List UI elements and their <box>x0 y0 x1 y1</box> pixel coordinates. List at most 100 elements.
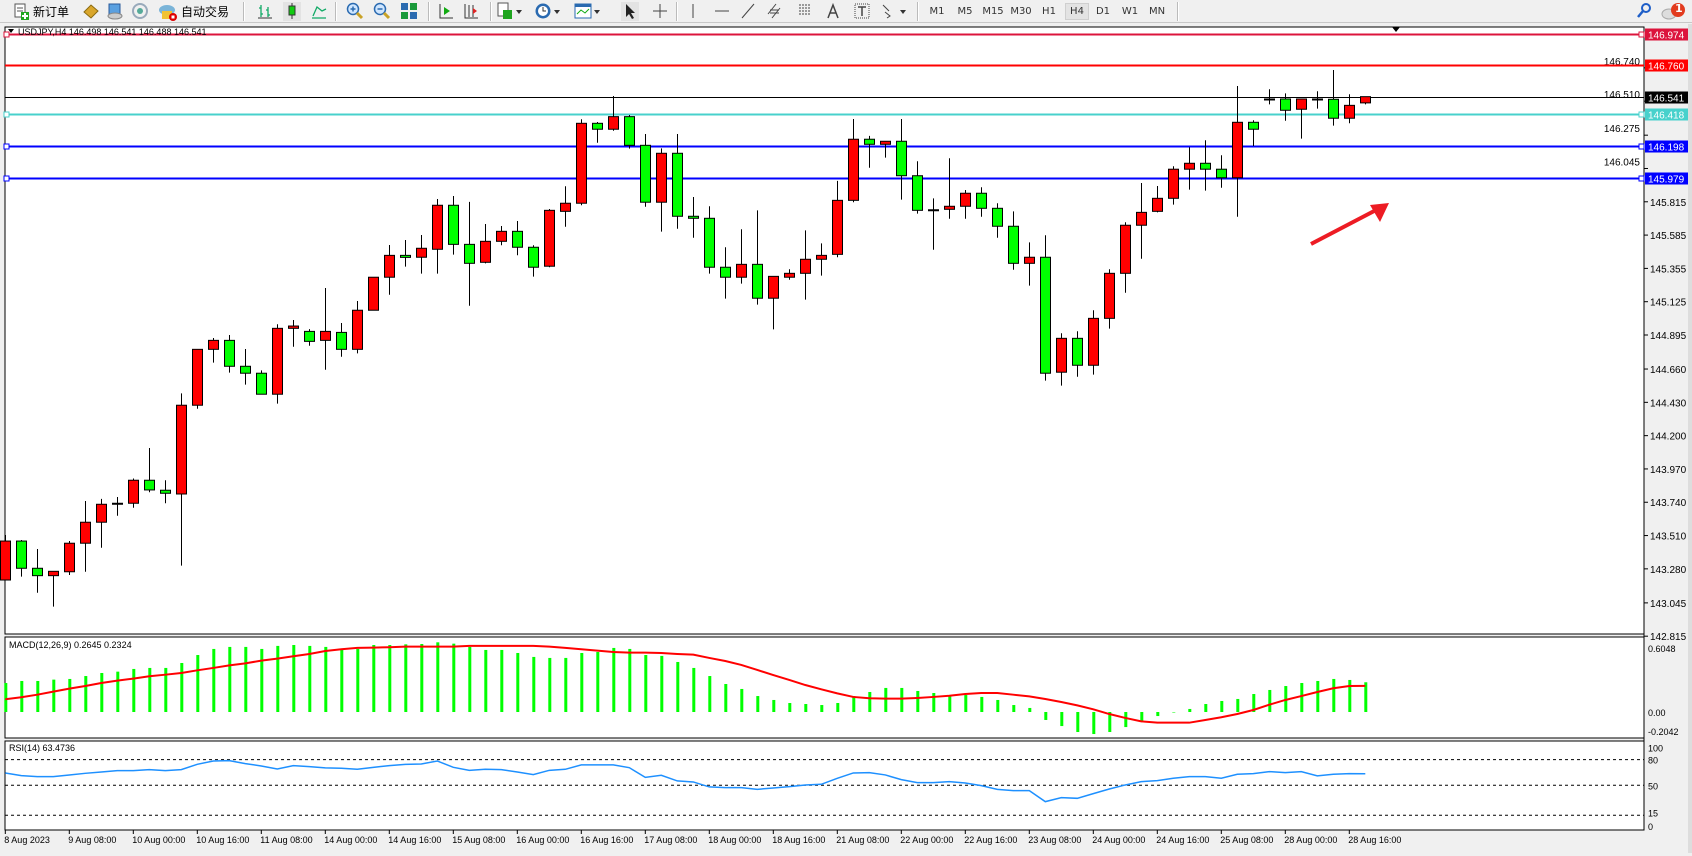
macd-histogram-bar <box>1044 712 1048 720</box>
timeframe-m30[interactable]: M30 <box>1010 6 1032 17</box>
macd-histogram-bar <box>756 696 760 712</box>
trend-line-icon[interactable] <box>739 2 757 21</box>
timeframe-m1[interactable]: M1 <box>929 6 945 17</box>
macd-histogram-bar <box>436 642 440 712</box>
window-edge <box>1688 24 1692 853</box>
price-tick-label: 144.200 <box>1650 432 1687 443</box>
macd-pane <box>4 636 1645 739</box>
new-order-button[interactable]: 新订单 <box>12 2 69 21</box>
bull-candle <box>368 276 379 311</box>
fibonacci-icon[interactable] <box>796 2 814 21</box>
zoom-out-icon[interactable] <box>373 2 391 21</box>
indicators-icon[interactable] <box>496 2 522 21</box>
toolbar-separator <box>1177 2 1179 21</box>
red-arrow <box>1310 207 1379 246</box>
equidistant-channel-icon[interactable] <box>766 2 784 21</box>
arrows-icon[interactable] <box>880 2 906 21</box>
notification-button[interactable]: 1 <box>1660 2 1688 21</box>
macd-histogram-bar <box>740 688 744 712</box>
market-watch-icon[interactable] <box>82 2 100 21</box>
macd-histogram-bar <box>1012 705 1016 712</box>
timeframe-w1[interactable]: W1 <box>1121 6 1139 17</box>
macd-histogram-bar <box>196 655 200 712</box>
macd-histogram-bar <box>116 671 120 712</box>
bull-candle <box>656 152 667 203</box>
macd-histogram-bar <box>516 652 520 712</box>
bear-candle <box>752 263 763 299</box>
price-label: 146.541 <box>1648 94 1685 105</box>
zoom-in-icon[interactable] <box>346 2 364 21</box>
periods-icon[interactable] <box>534 2 560 21</box>
vertical-line-icon[interactable] <box>684 2 702 21</box>
time-tick-label: 9 Aug 08:00 <box>68 835 116 845</box>
line-chart-icon[interactable] <box>310 2 328 21</box>
chart-window[interactable]: 146.740 146.510 146.275 146.045 145.815 145.5… <box>0 24 1692 853</box>
macd-histogram-bar <box>212 648 216 712</box>
macd-histogram-bar <box>852 696 856 712</box>
macd-histogram-bar <box>276 645 280 712</box>
time-tick-label: 28 Aug 16:00 <box>1348 835 1401 845</box>
time-tick-label: 28 Aug 00:00 <box>1284 835 1337 845</box>
crosshair-icon[interactable] <box>651 2 669 21</box>
bear-candle <box>512 230 523 248</box>
macd-histogram-bar <box>1316 680 1320 712</box>
price-tick-label: 145.585 <box>1650 231 1687 242</box>
macd-histogram-bar <box>68 678 72 712</box>
bull-candle <box>96 503 107 523</box>
timeframe-h1[interactable]: H1 <box>1042 6 1056 17</box>
timeframe-h4[interactable]: H4 <box>1065 3 1089 20</box>
bear-candle <box>976 192 987 209</box>
bull-candle <box>128 479 139 504</box>
chart-shift-icon[interactable] <box>462 2 480 21</box>
bear-candle <box>672 152 683 217</box>
auto-scroll-icon[interactable] <box>437 2 455 21</box>
rsi-tick-label: 50 <box>1648 781 1658 791</box>
templates-icon[interactable] <box>574 2 600 21</box>
price-tick-label: 144.660 <box>1650 365 1687 376</box>
chart-canvas[interactable]: 146.740 146.510 146.275 146.045 145.815 145.5… <box>0 24 1692 853</box>
bull-candle <box>816 254 827 260</box>
bull-candle <box>288 325 299 329</box>
macd-histogram-bar <box>164 667 168 712</box>
navigator-icon[interactable] <box>106 2 124 21</box>
toolbar: 新订单 自动交易 1 M1 M5 M15 M30 H1 H4 D1 W1 MN <box>0 0 1692 23</box>
horizontal-line-icon[interactable] <box>713 2 731 21</box>
auto-trading-label: 自动交易 <box>181 5 230 19</box>
macd-histogram-bar <box>868 691 872 712</box>
search-icon[interactable] <box>1636 2 1652 21</box>
bull-candle <box>1136 211 1147 226</box>
bull-candle <box>848 138 859 201</box>
tile-windows-icon[interactable] <box>400 2 418 21</box>
line-marker <box>1638 111 1645 118</box>
cursor-icon[interactable] <box>621 2 639 21</box>
bear-candle <box>1072 337 1083 366</box>
timeframe-d1[interactable]: D1 <box>1095 6 1111 17</box>
price-tick-label: 146.045 <box>1604 157 1641 168</box>
macd-histogram-bar <box>356 648 360 712</box>
timeframe-mn[interactable]: MN <box>1148 6 1166 17</box>
text-label-icon[interactable] <box>853 2 871 21</box>
timeframe-m15[interactable]: M15 <box>982 6 1004 17</box>
candlestick-icon[interactable] <box>283 2 301 21</box>
signals-icon[interactable] <box>131 2 149 21</box>
price-label: 145.979 <box>1648 175 1685 186</box>
time-tick-label: 18 Aug 16:00 <box>772 835 825 845</box>
toolbar-separator <box>243 2 245 21</box>
macd-histogram-bar <box>724 684 728 712</box>
macd-histogram-bar <box>340 648 344 712</box>
auto-trading-button[interactable]: 自动交易 <box>158 2 229 21</box>
price-tick-label: 145.815 <box>1650 198 1687 209</box>
bull-candle <box>208 339 219 350</box>
text-icon[interactable] <box>824 2 842 21</box>
macd-histogram-bar <box>1156 712 1160 717</box>
bar-chart-icon[interactable] <box>256 2 274 21</box>
price-tick-label: 146.275 <box>1604 124 1641 135</box>
macd-histogram-bar <box>532 656 536 712</box>
bull-candle <box>272 327 283 395</box>
bull-candle <box>1296 98 1307 110</box>
macd-histogram-bar <box>260 648 264 712</box>
bear-candle <box>144 479 155 491</box>
price-tick-label: 143.970 <box>1650 465 1687 476</box>
bull-candle <box>1104 272 1115 319</box>
timeframe-m5[interactable]: M5 <box>957 6 973 17</box>
